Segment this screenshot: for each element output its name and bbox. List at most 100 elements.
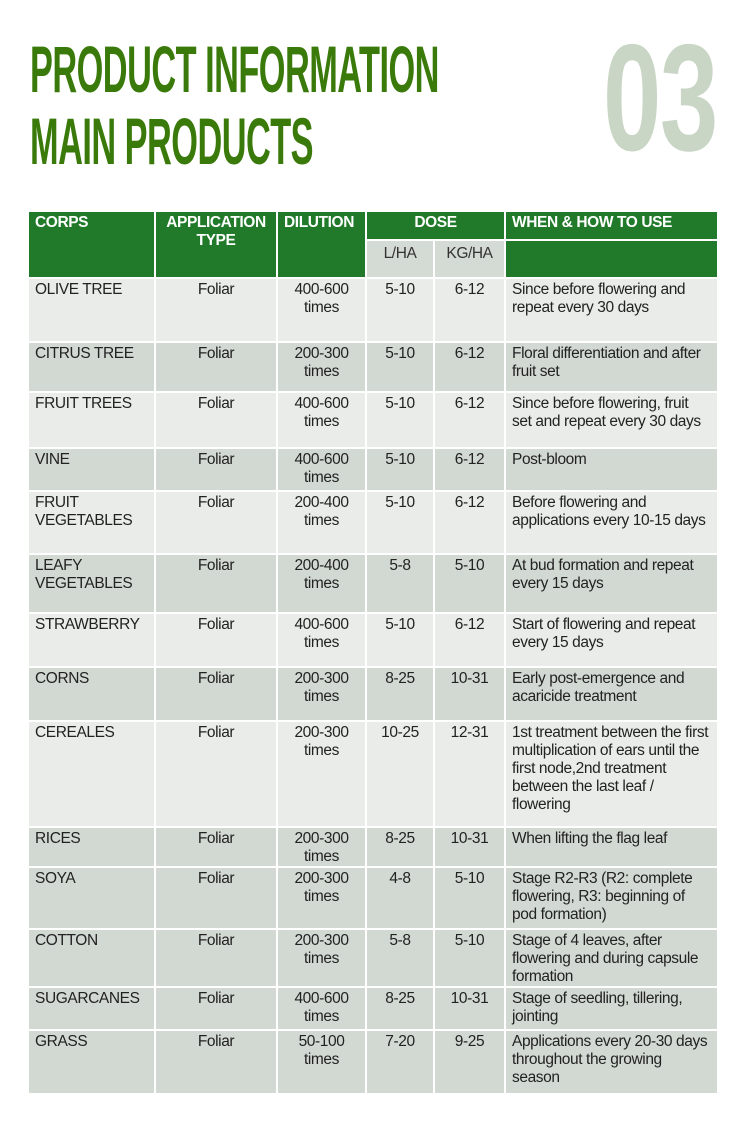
table-row: RICES Foliar 200-300 times 8-25 10-31 When li… bbox=[29, 828, 717, 866]
table-row: GRASS Foliar 50-100 times 7-20 9-25 Applicati… bbox=[29, 1031, 717, 1093]
when-cell: When lifting the flag leaf bbox=[506, 828, 717, 866]
dilution-cell: 200-400 times bbox=[278, 492, 365, 553]
dilution-cell: 400-600 times bbox=[278, 279, 365, 341]
dose-lha-cell: 5-10 bbox=[367, 393, 433, 447]
application-type-cell: Foliar bbox=[156, 393, 276, 447]
application-type-cell: Foliar bbox=[156, 279, 276, 341]
table-row: CITRUS TREE Foliar 200-300 times 5-10 6-12 Fl… bbox=[29, 343, 717, 391]
table-row: VINE Foliar 400-600 times 5-10 6-12 Post-bloo… bbox=[29, 449, 717, 490]
application-type-cell: Foliar bbox=[156, 492, 276, 553]
table-row: SUGARCANES Foliar 400-600 times 8-25 10-31 St… bbox=[29, 988, 717, 1029]
table-row: LEAFY VEGETABLES Foliar 200-400 times 5-8 5-… bbox=[29, 555, 717, 612]
dilution-cell: 200-300 times bbox=[278, 668, 365, 720]
dilution-cell: 200-300 times bbox=[278, 868, 365, 928]
dose-lha-cell: 5-8 bbox=[367, 555, 433, 612]
table-row: COTTON Foliar 200-300 times 5-8 5-10 Stage of… bbox=[29, 930, 717, 986]
dilution-cell: 200-300 times bbox=[278, 722, 365, 826]
when-cell: Stage of seedling, tillering, jointing bbox=[506, 988, 717, 1029]
crop-cell: CEREALES bbox=[29, 722, 154, 826]
dilution-cell: 50-100 times bbox=[278, 1031, 365, 1093]
when-cell: Stage of 4 leaves, after flowering and d… bbox=[506, 930, 717, 986]
dilution-cell: 400-600 times bbox=[278, 393, 365, 447]
table-row: FRUIT VEGETABLES Foliar 200-400 times 5-10 6… bbox=[29, 492, 717, 553]
page-subtitle: MAIN PRODUCTS bbox=[30, 104, 314, 178]
dose-lha-cell: 5-10 bbox=[367, 449, 433, 490]
dose-lha-cell: 10-25 bbox=[367, 722, 433, 826]
dose-lha-cell: 7-20 bbox=[367, 1031, 433, 1093]
application-type-cell: Foliar bbox=[156, 555, 276, 612]
when-cell: Since before flowering, fruit set and re… bbox=[506, 393, 717, 447]
dose-kgha-cell: 6-12 bbox=[435, 449, 505, 490]
dose-lha-cell: 8-25 bbox=[367, 988, 433, 1029]
crop-cell: OLIVE TREE bbox=[29, 279, 154, 341]
table-row: CORNS Foliar 200-300 times 8-25 10-31 Early p… bbox=[29, 668, 717, 720]
application-type-cell: Foliar bbox=[156, 868, 276, 928]
application-type-cell: Foliar bbox=[156, 668, 276, 720]
crop-cell: COTTON bbox=[29, 930, 154, 986]
dose-lha-cell: 5-10 bbox=[367, 279, 433, 341]
header-dose: DOSE bbox=[367, 212, 505, 239]
crop-cell: RICES bbox=[29, 828, 154, 866]
when-cell: Before flowering and applications every … bbox=[506, 492, 717, 553]
crop-cell: STRAWBERRY bbox=[29, 614, 154, 666]
dose-kgha-cell: 6-12 bbox=[435, 492, 505, 553]
dilution-cell: 200-300 times bbox=[278, 343, 365, 391]
dilution-cell: 400-600 times bbox=[278, 614, 365, 666]
application-type-cell: Foliar bbox=[156, 614, 276, 666]
application-type-cell: Foliar bbox=[156, 1031, 276, 1093]
dose-kgha-cell: 9-25 bbox=[435, 1031, 505, 1093]
header-dose-kgha: KG/HA bbox=[435, 241, 505, 277]
table-row: STRAWBERRY Foliar 400-600 times 5-10 6-12 Sta… bbox=[29, 614, 717, 666]
when-cell: Post-bloom bbox=[506, 449, 717, 490]
header-dose-lha: L/HA bbox=[367, 241, 433, 277]
header-crops: CORPS bbox=[29, 212, 154, 277]
application-type-cell: Foliar bbox=[156, 988, 276, 1029]
section-number: 03 bbox=[603, 13, 718, 183]
dose-kgha-cell: 5-10 bbox=[435, 555, 505, 612]
when-cell: Floral differentiation and after fruit s… bbox=[506, 343, 717, 391]
dose-kgha-cell: 5-10 bbox=[435, 868, 505, 928]
table-row: SOYA Foliar 200-300 times 4-8 5-10 Stage R2-R… bbox=[29, 868, 717, 928]
dose-lha-cell: 5-10 bbox=[367, 614, 433, 666]
crop-cell: GRASS bbox=[29, 1031, 154, 1093]
table-row: FRUIT TREES Foliar 400-600 times 5-10 6-12 Si… bbox=[29, 393, 717, 447]
dose-kgha-cell: 12-31 bbox=[435, 722, 505, 826]
dilution-cell: 200-300 times bbox=[278, 828, 365, 866]
dose-kgha-cell: 10-31 bbox=[435, 668, 505, 720]
dose-lha-cell: 4-8 bbox=[367, 868, 433, 928]
dilution-cell: 400-600 times bbox=[278, 449, 365, 490]
dose-lha-cell: 8-25 bbox=[367, 828, 433, 866]
dose-lha-cell: 8-25 bbox=[367, 668, 433, 720]
crop-cell: VINE bbox=[29, 449, 154, 490]
crop-cell: SUGARCANES bbox=[29, 988, 154, 1029]
dose-lha-cell: 5-10 bbox=[367, 492, 433, 553]
crop-cell: CORNS bbox=[29, 668, 154, 720]
when-cell: Applications every 20-30 days throughout… bbox=[506, 1031, 717, 1093]
when-cell: Since before flowering and repeat every … bbox=[506, 279, 717, 341]
crop-cell: SOYA bbox=[29, 868, 154, 928]
when-cell: Start of flowering and repeat every 15 d… bbox=[506, 614, 717, 666]
header-when-blank bbox=[506, 241, 717, 277]
dilution-cell: 400-600 times bbox=[278, 988, 365, 1029]
crop-cell: CITRUS TREE bbox=[29, 343, 154, 391]
product-table: CORPS APPLICATION TYPE DILUTION DOSE WHE… bbox=[27, 210, 719, 1095]
dose-kgha-cell: 6-12 bbox=[435, 279, 505, 341]
crop-cell: LEAFY VEGETABLES bbox=[29, 555, 154, 612]
crop-cell: FRUIT TREES bbox=[29, 393, 154, 447]
application-type-cell: Foliar bbox=[156, 449, 276, 490]
page-title: PRODUCT INFORMATION bbox=[30, 32, 439, 106]
when-cell: Stage R2-R3 (R2: complete flowering, R3:… bbox=[506, 868, 717, 928]
table-row: OLIVE TREE Foliar 400-600 times 5-10 6-12 Sin… bbox=[29, 279, 717, 341]
dose-lha-cell: 5-8 bbox=[367, 930, 433, 986]
header-dilution: DILUTION bbox=[278, 212, 365, 277]
header-application-type: APPLICATION TYPE bbox=[156, 212, 276, 277]
crop-cell: FRUIT VEGETABLES bbox=[29, 492, 154, 553]
dose-kgha-cell: 6-12 bbox=[435, 614, 505, 666]
dose-lha-cell: 5-10 bbox=[367, 343, 433, 391]
dilution-cell: 200-400 times bbox=[278, 555, 365, 612]
application-type-cell: Foliar bbox=[156, 722, 276, 826]
dose-kgha-cell: 6-12 bbox=[435, 343, 505, 391]
when-cell: 1st treatment between the first multipli… bbox=[506, 722, 717, 826]
when-cell: Early post-emergence and acaricide treat… bbox=[506, 668, 717, 720]
application-type-cell: Foliar bbox=[156, 343, 276, 391]
